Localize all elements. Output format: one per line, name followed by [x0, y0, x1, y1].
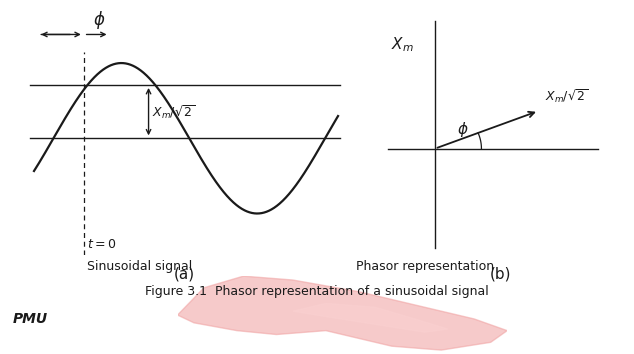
Text: $X_m/\sqrt{2}$: $X_m/\sqrt{2}$ — [545, 87, 588, 105]
Text: Sinusoidal signal: Sinusoidal signal — [87, 260, 192, 273]
Polygon shape — [178, 276, 507, 350]
Text: Figure 3.1  Phasor representation of a sinusoidal signal: Figure 3.1 Phasor representation of a si… — [145, 285, 489, 298]
Text: (b): (b) — [490, 267, 512, 282]
Text: $X_m/\sqrt{2}$: $X_m/\sqrt{2}$ — [152, 103, 195, 121]
Text: $X_m$: $X_m$ — [391, 35, 413, 54]
Text: PMU: PMU — [13, 312, 48, 326]
Text: $\phi$: $\phi$ — [457, 120, 469, 139]
Text: $t=0$: $t=0$ — [87, 238, 117, 251]
Text: Phasor representation: Phasor representation — [356, 260, 494, 273]
Text: $\phi$: $\phi$ — [93, 9, 105, 31]
Text: (a): (a) — [173, 267, 195, 282]
Polygon shape — [293, 303, 448, 332]
